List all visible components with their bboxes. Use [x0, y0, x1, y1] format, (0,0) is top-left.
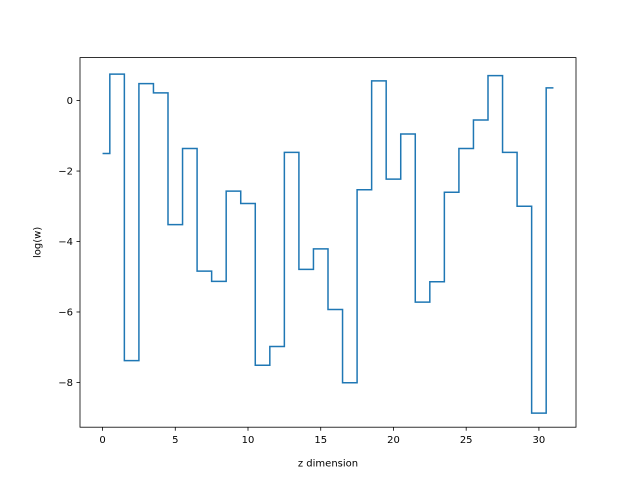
x-tick-label: 25 [460, 435, 473, 446]
x-axis-ticks: 0 5 10 15 20 25 30 [99, 427, 545, 446]
x-tick-label: 20 [387, 435, 400, 446]
y-tick-label: −4 [58, 237, 73, 248]
x-tick-label: 30 [533, 435, 546, 446]
y-axis-ticks: 0 −2 −4 −6 −8 [58, 96, 80, 389]
y-tick-label: −8 [58, 378, 73, 389]
y-tick-label: −6 [58, 308, 73, 319]
series-line-0 [102, 73, 554, 414]
y-tick-label: 0 [67, 96, 73, 107]
x-tick-label: 15 [314, 435, 327, 446]
x-axis-label: z dimension [298, 459, 358, 470]
y-axis-label: log(w) [33, 227, 44, 258]
x-tick-label: 5 [172, 435, 178, 446]
y-tick-label: −2 [58, 167, 73, 178]
x-tick-label: 10 [242, 435, 255, 446]
x-tick-label: 0 [99, 435, 105, 446]
plot-area [102, 73, 554, 414]
axes-frame [79, 57, 577, 428]
